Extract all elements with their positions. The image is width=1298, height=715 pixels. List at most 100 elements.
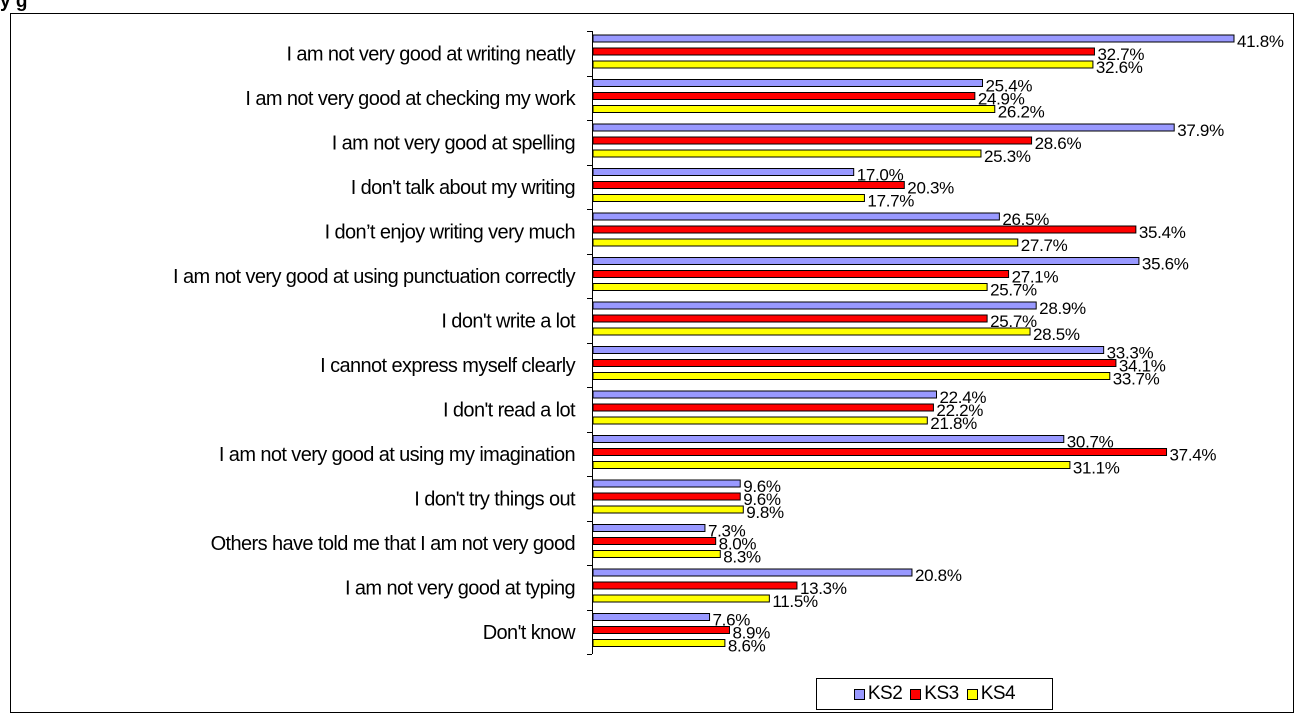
data-label: 22.4% [940, 388, 987, 407]
chart-legend: KS2 KS3 KS4 [816, 678, 1053, 710]
data-label: 8.0% [719, 535, 757, 554]
bar-ks3 [592, 448, 1168, 456]
bar-ks2 [592, 257, 1140, 265]
bar-ks3 [592, 537, 717, 545]
data-label: 20.3% [907, 179, 954, 198]
bar-ks3 [592, 136, 1033, 145]
bar-ks3 [592, 403, 934, 412]
data-label: 22.2% [936, 401, 983, 420]
bar-ks4 [592, 594, 770, 603]
legend-item-ks4: KS4 [966, 683, 1016, 705]
data-label: 8.6% [728, 637, 766, 656]
chart-frame [10, 13, 1294, 713]
data-label: 9.8% [746, 503, 784, 522]
category-label: I don't write a lot [441, 310, 576, 332]
category-label: Others have told me that I am not very g… [211, 533, 575, 555]
bar-ks3 [592, 270, 1010, 278]
legend-item-ks3: KS3 [910, 683, 959, 705]
chart-title-fragment: y g [0, 0, 28, 12]
data-label: 9.6% [743, 490, 781, 509]
data-label: 35.4% [1139, 223, 1186, 242]
category-label: I am not very good at checking my work [245, 88, 576, 110]
legend-label: KS2 [867, 683, 903, 704]
bar-ks4 [592, 238, 1019, 247]
bar-ks3 [592, 492, 741, 501]
bar-ks3 [592, 47, 1095, 56]
bar-ks4 [592, 194, 865, 202]
data-label: 25.3% [984, 147, 1031, 166]
data-label: 25.7% [990, 281, 1037, 300]
bar-ks2 [592, 34, 1235, 43]
data-label: 13.3% [800, 579, 847, 598]
bar-ks4 [592, 149, 982, 158]
bar-ks4 [592, 327, 1031, 336]
bar-ks4 [592, 105, 996, 113]
legend-item-ks2: KS2 [853, 683, 903, 705]
category-label: I cannot express myself clearly [320, 355, 575, 377]
bar-ks2 [592, 435, 1065, 443]
category-label: I am not very good at using my imaginati… [219, 444, 575, 466]
bar-ks2 [592, 79, 984, 87]
data-label: 34.1% [1119, 357, 1166, 376]
data-label: 37.4% [1170, 446, 1217, 465]
data-label: 17.0% [857, 166, 904, 185]
data-label: 26.2% [998, 103, 1045, 122]
data-label: 41.8% [1237, 32, 1284, 51]
category-label: I am not very good at spelling [332, 132, 575, 154]
data-label: 8.9% [732, 624, 770, 643]
bar-ks3 [592, 225, 1137, 234]
category-label: I don’t enjoy writing very much [325, 221, 575, 243]
legend-swatch [966, 688, 978, 700]
data-label: 20.8% [915, 566, 962, 585]
data-label: 9.6% [743, 477, 781, 496]
bar-ks4 [592, 283, 988, 291]
category-label: I don't read a lot [443, 399, 576, 421]
data-label: 27.7% [1021, 236, 1068, 255]
bar-ks2 [592, 123, 1175, 132]
data-label: 25.4% [986, 77, 1033, 96]
bar-ks2 [592, 346, 1105, 354]
bar-ks4 [592, 372, 1111, 380]
data-label: 28.5% [1033, 325, 1080, 344]
data-label: 32.7% [1097, 45, 1144, 64]
bar-ks3 [592, 359, 1117, 367]
category-label: I am not very good at using punctuation … [173, 266, 576, 288]
bar-ks2 [592, 301, 1037, 310]
bar-ks4 [592, 505, 744, 514]
data-label: 11.5% [772, 592, 818, 611]
bar-ks4 [592, 639, 726, 647]
bar-ks4 [592, 550, 721, 558]
data-label: 30.7% [1067, 433, 1114, 452]
data-label: 33.7% [1113, 370, 1160, 389]
data-label: 32.6% [1096, 58, 1143, 77]
legend-label: KS4 [980, 683, 1016, 704]
data-label: 7.3% [708, 522, 746, 541]
data-label: 8.3% [723, 548, 761, 567]
bar-ks4 [592, 416, 928, 425]
bar-ks2 [592, 568, 913, 577]
legend-swatch [910, 688, 922, 700]
data-label: 31.1% [1073, 459, 1120, 478]
bar-ks4 [592, 60, 1094, 69]
data-label: 21.8% [930, 414, 977, 433]
bar-ks3 [592, 181, 905, 189]
data-label: 26.5% [1002, 210, 1049, 229]
data-label: 33.3% [1107, 344, 1154, 363]
bar-ks2 [592, 524, 706, 532]
bar-ks2 [592, 390, 938, 399]
data-label: 25.7% [990, 312, 1037, 331]
data-label: 27.1% [1012, 268, 1059, 287]
data-label: 28.6% [1035, 134, 1082, 153]
category-label: I don't talk about my writing [351, 177, 575, 199]
bar-ks2 [592, 212, 1000, 221]
legend-label: KS3 [924, 683, 959, 704]
data-label: 17.7% [867, 192, 914, 211]
category-label: Don't know [483, 622, 576, 644]
data-label: 37.9% [1177, 121, 1224, 140]
category-label: I am not very good at writing neatly [286, 43, 575, 65]
bar-ks2 [592, 479, 741, 488]
data-label: 7.6% [713, 611, 751, 630]
data-label: 28.9% [1039, 299, 1086, 318]
bar-ks2 [592, 613, 711, 621]
